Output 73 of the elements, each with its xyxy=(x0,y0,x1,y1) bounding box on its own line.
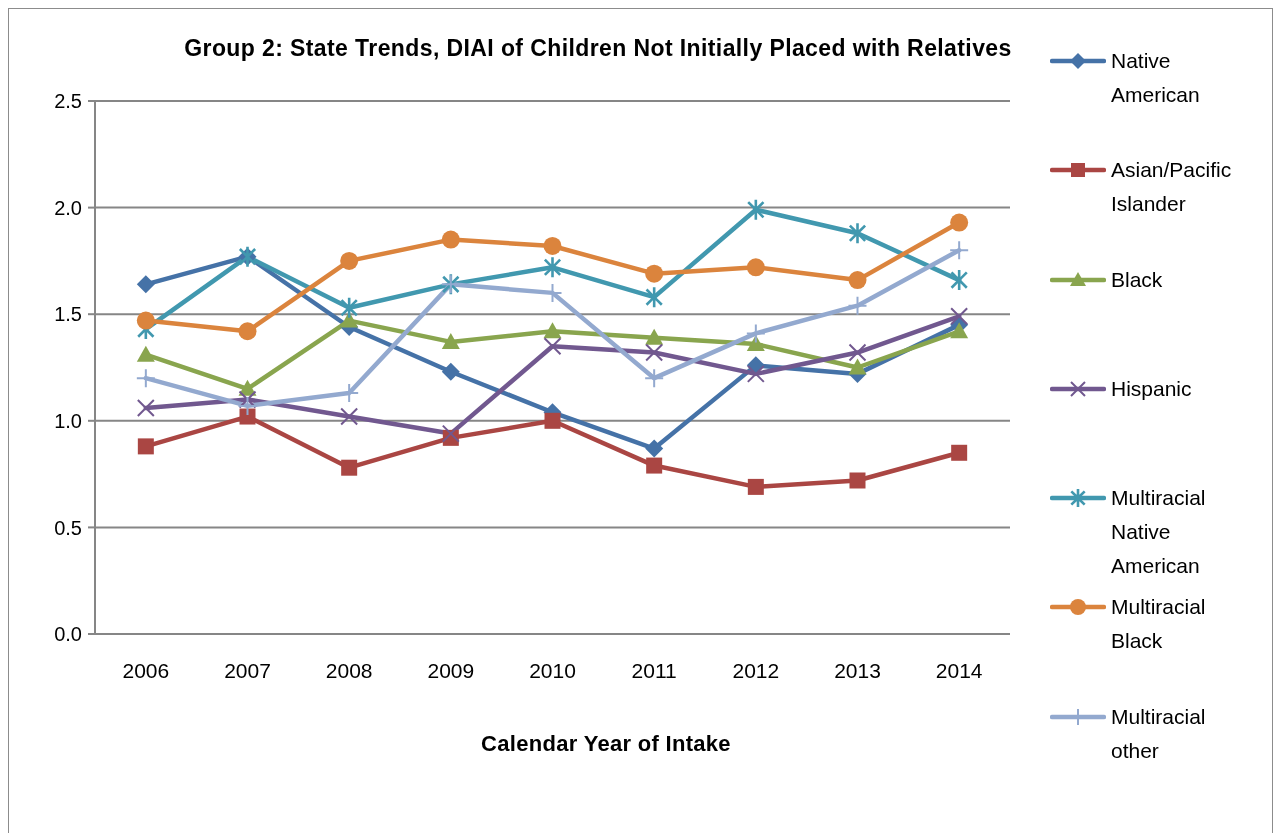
point xyxy=(645,439,664,458)
point xyxy=(441,362,460,381)
x-tick-label: 2008 xyxy=(325,658,373,682)
legend-label: Hispanic xyxy=(1111,375,1193,402)
point xyxy=(848,343,867,362)
point xyxy=(441,230,460,249)
x-tick-label: 2007 xyxy=(224,658,271,682)
point xyxy=(950,213,969,232)
legend-label: Multiracial Native American xyxy=(1111,485,1207,580)
x-tick-label: 2009 xyxy=(427,658,475,682)
point xyxy=(644,368,665,389)
point xyxy=(645,264,664,283)
point xyxy=(745,323,766,344)
point xyxy=(340,407,359,426)
point xyxy=(441,424,460,443)
y-tick-label: 1.0 xyxy=(54,409,82,432)
point xyxy=(136,399,155,418)
point xyxy=(340,251,359,270)
point xyxy=(847,295,868,316)
point xyxy=(340,297,358,318)
point xyxy=(645,343,664,362)
legend-label: Asian/Pacific Islander xyxy=(1111,157,1233,218)
x-axis-title: Calendar Year of Intake xyxy=(481,731,731,756)
point xyxy=(543,322,562,339)
point xyxy=(543,257,562,278)
point xyxy=(341,459,358,476)
point xyxy=(135,368,156,389)
x-tick-label: 2012 xyxy=(732,658,780,682)
legend-label: Multiracial other xyxy=(1111,703,1207,764)
point xyxy=(340,311,359,328)
y-tick-label: 0.0 xyxy=(54,623,82,646)
x-tick-label: 2014 xyxy=(935,658,983,682)
y-tick-label: 2.5 xyxy=(54,90,82,113)
legend-label: Multiracial Black xyxy=(1111,594,1207,655)
point xyxy=(136,345,155,362)
x-tick-label: 2006 xyxy=(122,658,170,682)
legend-label: Native American xyxy=(1111,48,1201,108)
point xyxy=(746,258,765,277)
x-tick-label: 2013 xyxy=(834,658,881,682)
point xyxy=(237,395,258,416)
point xyxy=(137,438,154,455)
point xyxy=(544,412,561,429)
point xyxy=(848,271,867,290)
y-tick-label: 2.0 xyxy=(54,196,82,219)
point xyxy=(747,199,765,220)
point xyxy=(543,337,562,356)
point xyxy=(239,408,256,425)
point xyxy=(645,328,664,345)
point xyxy=(136,275,155,294)
point xyxy=(950,270,968,291)
chart-title: Group 2: State Trends, DIAI of Children Not Initially Placed with Relatives xyxy=(184,35,1012,61)
point xyxy=(746,335,765,352)
point xyxy=(950,307,969,326)
point xyxy=(136,311,155,330)
point xyxy=(441,332,460,349)
point xyxy=(951,444,968,461)
point xyxy=(949,240,970,261)
x-tick-label: 2010 xyxy=(529,658,576,682)
point xyxy=(746,364,765,383)
point xyxy=(747,478,764,495)
y-tick-label: 0.5 xyxy=(54,516,82,539)
point xyxy=(543,236,562,255)
legend-label: Black xyxy=(1111,266,1164,293)
point xyxy=(950,322,969,339)
x-tick-label: 2011 xyxy=(631,658,677,682)
point xyxy=(645,287,663,308)
point xyxy=(238,322,257,341)
point xyxy=(238,390,257,409)
point xyxy=(848,358,867,375)
point xyxy=(646,457,663,474)
y-tick-label: 1.5 xyxy=(54,303,82,326)
point xyxy=(849,472,866,489)
point xyxy=(848,223,867,244)
